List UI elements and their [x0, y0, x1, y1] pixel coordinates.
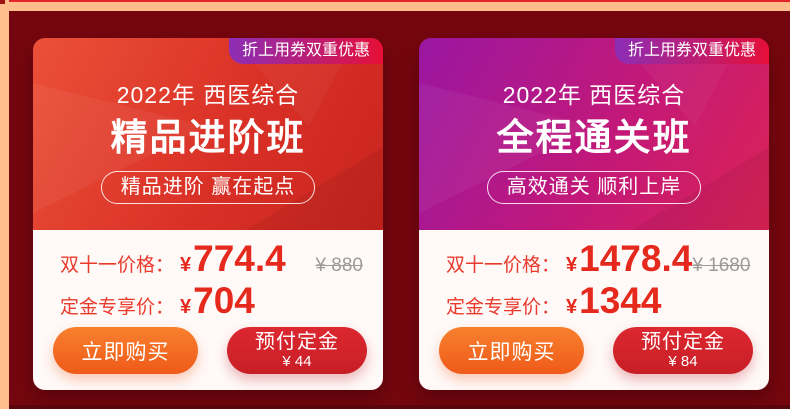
currency-symbol: ¥ [180, 296, 192, 318]
button-row: 立即购买 预付定金 ¥ 84 [439, 327, 753, 374]
currency-symbol: ¥ [180, 254, 192, 276]
deposit-button-amount: ¥ 84 [668, 353, 698, 370]
coupon-ribbon: 折上用券双重优惠 [228, 38, 383, 64]
sale-price-row: 双十一价格： ¥ 774.4 ¥ 880 [60, 238, 363, 280]
left-peach-border [0, 0, 9, 409]
sale-price-value: 774.4 [193, 238, 286, 279]
deposit-price-row: 定金专享价： ¥ 704 [60, 280, 363, 322]
course-slogan-pill: 高效通关 顺利上岸 [486, 171, 702, 204]
coupon-ribbon: 折上用券双重优惠 [614, 38, 769, 64]
original-price: ¥ 880 [315, 255, 363, 276]
sale-price-label: 双十一价格： [60, 255, 175, 276]
top-red-accent-line [9, 0, 790, 2]
card-header: 折上用券双重优惠 2022年 西医综合 精品进阶班 精品进阶 赢在起点 [33, 38, 383, 230]
card-price-section: 双十一价格： ¥ 774.4 ¥ 880 定金专享价： ¥ 704 立即购买 预… [33, 230, 383, 390]
original-price: ¥ 1680 [692, 255, 751, 276]
footer-dark-strip [9, 405, 790, 409]
course-subject: 2022年 西医综合 [502, 82, 686, 108]
currency-symbol: ¥ [566, 296, 578, 318]
course-card-full-pass: 折上用券双重优惠 2022年 西医综合 全程通关班 高效通关 顺利上岸 双十一价… [419, 38, 769, 390]
prepay-deposit-button[interactable]: 预付定金 ¥ 84 [613, 327, 753, 374]
deposit-button-title: 预付定金 [255, 331, 339, 353]
card-header: 折上用券双重优惠 2022年 西医综合 全程通关班 高效通关 顺利上岸 [419, 38, 769, 230]
deposit-price-label: 定金专享价： [446, 297, 561, 318]
deposit-price-label: 定金专享价： [60, 297, 175, 318]
deposit-price-value: 1344 [579, 280, 662, 321]
sale-price-value: 1478.4 [579, 238, 693, 279]
buy-now-button[interactable]: 立即购买 [439, 327, 584, 374]
course-subject: 2022年 西医综合 [116, 82, 300, 108]
course-title: 全程通关班 [496, 117, 692, 158]
prepay-deposit-button[interactable]: 预付定金 ¥ 44 [227, 327, 367, 374]
currency-symbol: ¥ [566, 254, 578, 276]
button-row: 立即购买 预付定金 ¥ 44 [53, 327, 367, 374]
course-title: 精品进阶班 [110, 117, 306, 158]
sale-price-row: 双十一价格： ¥ 1478.4 ¥ 1680 [446, 238, 751, 280]
buy-now-button[interactable]: 立即购买 [53, 327, 198, 374]
deposit-price-value: 704 [193, 280, 255, 321]
deposit-price-row: 定金专享价： ¥ 1344 [446, 280, 749, 322]
corner-red-notch [0, 0, 5, 4]
deposit-button-title: 预付定金 [641, 331, 725, 353]
course-card-premium: 折上用券双重优惠 2022年 西医综合 精品进阶班 精品进阶 赢在起点 双十一价… [33, 38, 383, 390]
deposit-button-amount: ¥ 44 [282, 353, 312, 370]
course-slogan-pill: 精品进阶 赢在起点 [100, 171, 316, 204]
card-price-section: 双十一价格： ¥ 1478.4 ¥ 1680 定金专享价： ¥ 1344 立即购… [419, 230, 769, 390]
top-peach-border [0, 0, 790, 11]
sale-price-label: 双十一价格： [446, 255, 561, 276]
